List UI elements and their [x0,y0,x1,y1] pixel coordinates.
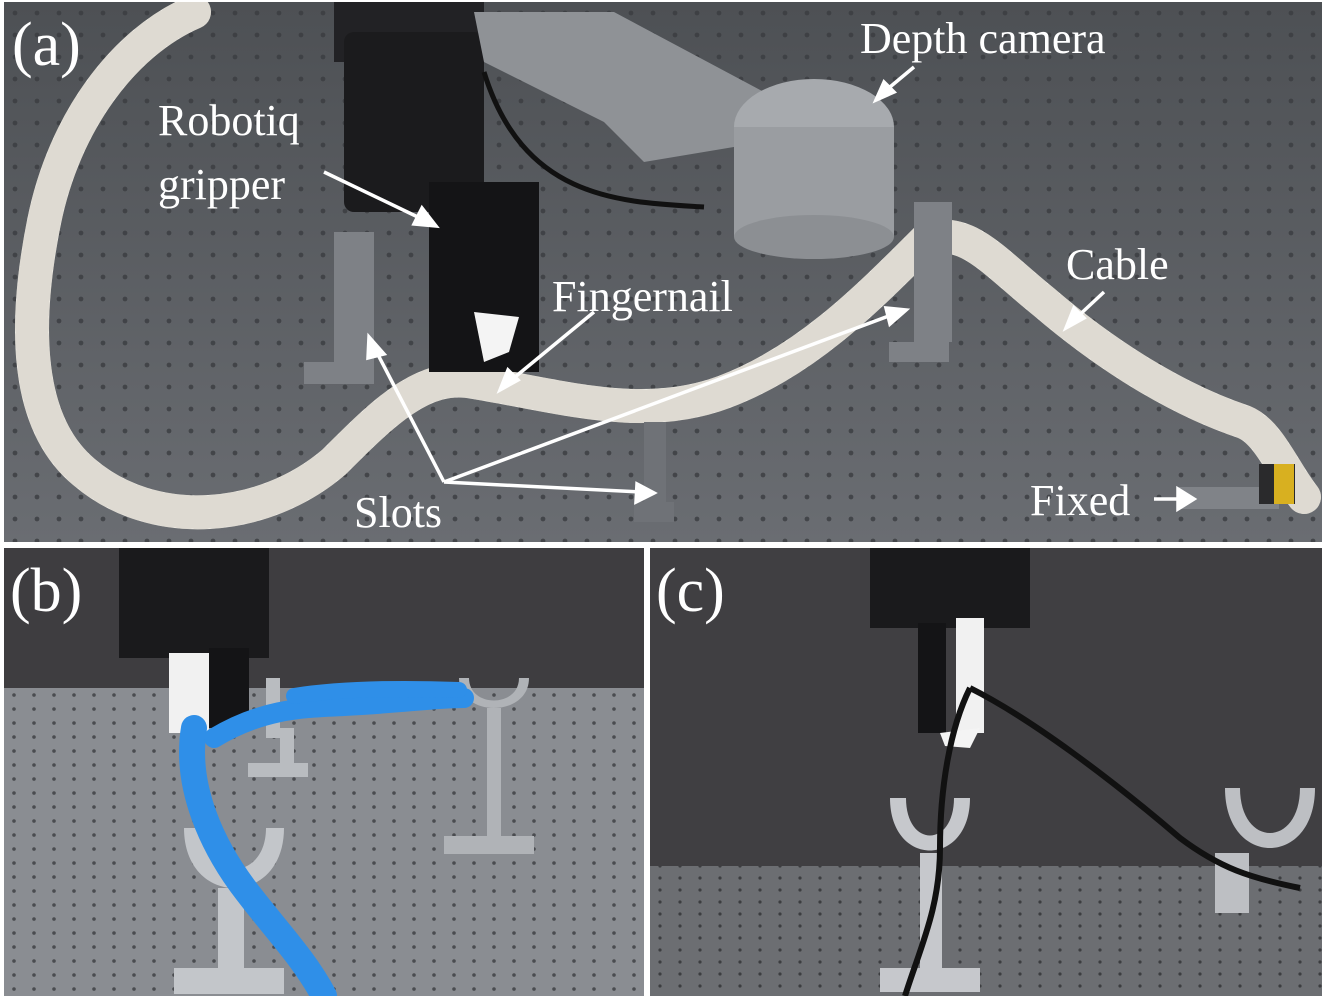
annotation-arrows [323,65,1198,513]
gripper-finger-left [918,623,946,733]
gripper-body [870,548,1030,628]
rope-lower [179,715,337,996]
annotation-slots: Slots [354,488,443,537]
panel-c-label: (c) [656,557,725,625]
depth-camera-base [734,215,894,259]
table-holes [4,688,644,996]
annotation-fixed: Fixed [1030,476,1131,525]
slot-right [889,202,952,362]
slot-front [174,828,284,994]
backdrop [4,548,644,688]
cable-down [902,686,973,996]
annotation-fingernail: Fingernail [552,272,733,321]
panel-b-label: (b) [10,557,83,625]
annotation-depth-camera: Depth camera [860,14,1106,63]
slot-right [444,678,534,854]
fingernail-tip [474,312,519,362]
panel-c: (c) [650,548,1322,996]
table-holes [650,866,1322,996]
gripper-body [344,32,484,212]
fixed-clamp [1179,464,1295,509]
gripper-body [119,548,269,658]
rope-back [286,680,467,704]
annotation-cable: Cable [1066,240,1169,289]
panel-a-label: (a) [12,11,81,79]
panel-a: (a) Robotiq gripper Depth camera Fingern… [4,2,1322,542]
cable-right [968,685,1301,891]
panel-b: (b) [4,548,644,996]
panel-b-scene [4,548,644,996]
camera-cable [481,71,705,210]
annotation-gripper-line2: gripper [158,160,286,209]
annotation-gripper-line1: Robotiq [158,96,300,145]
rope-upper [204,688,474,748]
panel-c-scene [650,548,1322,996]
rope-twist [15,2,1321,530]
camera-bracket [474,12,764,162]
panel-a-scene [4,2,1322,542]
